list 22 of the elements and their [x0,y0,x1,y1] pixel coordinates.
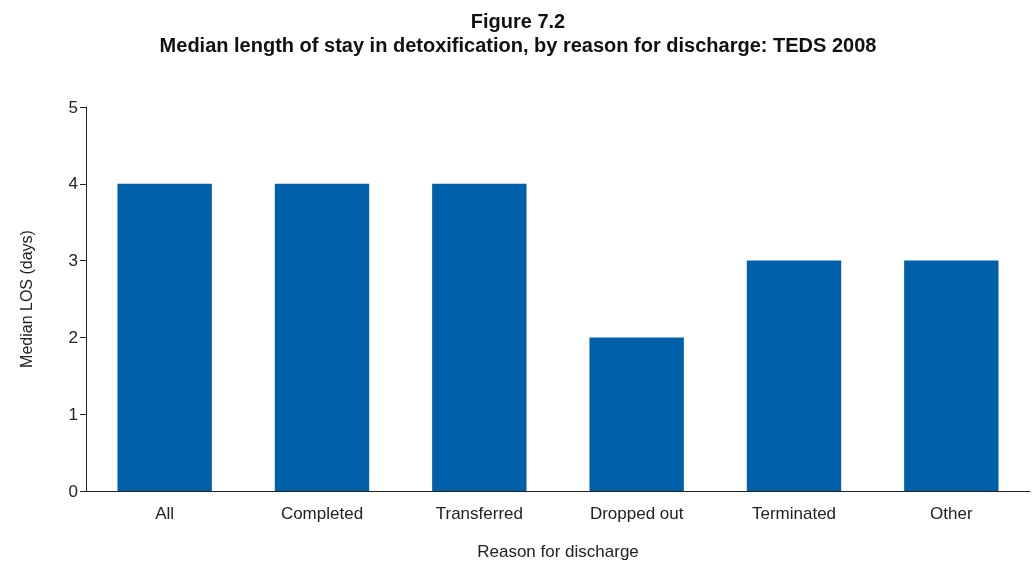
chart-subtitle: Median length of stay in detoxification, by reason for discharge: TEDS 2008 [159,34,877,56]
x-tick-label: All [155,504,175,523]
x-axis-title: Reason for discharge [477,542,639,561]
bar [904,260,999,491]
y-axis-title: Median LOS (days) [17,230,35,368]
bar [746,260,842,491]
chart-title: Figure 7.2 [470,10,566,32]
bar [432,183,527,491]
x-tick-label: Terminated [751,504,837,523]
y-tick-label: 2 [68,327,78,347]
y-tick-label: 0 [68,481,78,501]
y-tick-label: 1 [68,404,78,424]
y-tick-label: 3 [68,251,78,271]
x-tick-label: Other [930,504,973,523]
bar [589,337,684,491]
y-tick-label: 4 [68,174,78,194]
bar [117,183,212,491]
y-tick-label: 5 [68,97,78,117]
x-tick-label: Transferred [435,504,523,523]
x-tick-label: Dropped out [589,504,684,523]
x-tick-label: Completed [280,504,364,523]
bar [274,183,370,491]
